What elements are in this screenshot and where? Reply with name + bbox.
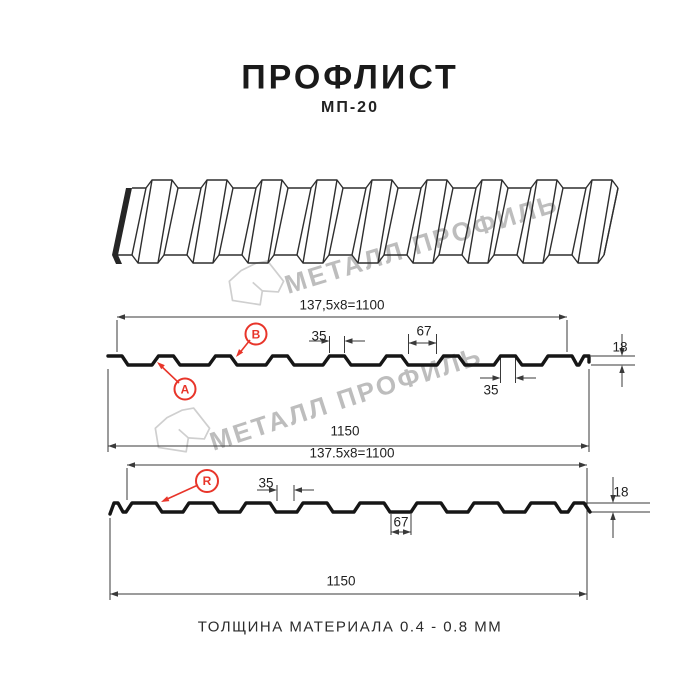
page-title: ПРОФЛИСТ (241, 58, 459, 97)
dim-p2-pitch: 137.5x8=1100 (309, 445, 395, 461)
watermark-1 (224, 257, 290, 317)
callout-label-a-text: A (180, 382, 190, 396)
dim-p1-total-width: 1150 (330, 423, 360, 439)
dim-p1-pitch: 137,5x8=1100 (299, 297, 385, 313)
material-thickness-note: ТОЛЩИНА МАТЕРИАЛА 0.4 - 0.8 ММ (197, 618, 503, 636)
dim-p1-valley-width: 67 (416, 323, 432, 339)
watermark-2 (150, 404, 216, 464)
metall-profil-logo-icon (228, 260, 285, 306)
callout-label-r-text: R (202, 474, 212, 488)
callout-label-b-text: B (251, 327, 261, 341)
page-subtitle: МП-20 (321, 99, 379, 116)
dim-p2-total-width: 1150 (326, 573, 356, 589)
dim-p1-height: 18 (612, 339, 628, 355)
sheet-3d-view (112, 179, 619, 264)
callout-label-r: R (195, 469, 219, 493)
dim-p1-crest-width: 35 (311, 328, 327, 344)
dim-p2-valley-width: 67 (393, 514, 409, 530)
dim-p2-height: 18 (613, 484, 629, 500)
metall-profil-logo-icon (154, 407, 211, 453)
profile-drawing-reverse-side (108, 462, 650, 600)
dim-p1-crest-width-bottom: 35 (483, 382, 499, 398)
dim-p2-crest-width: 35 (258, 475, 274, 491)
callout-label-b: B (244, 322, 268, 346)
profile-drawing-front-side (106, 314, 635, 452)
callout-label-a: A (173, 377, 197, 401)
